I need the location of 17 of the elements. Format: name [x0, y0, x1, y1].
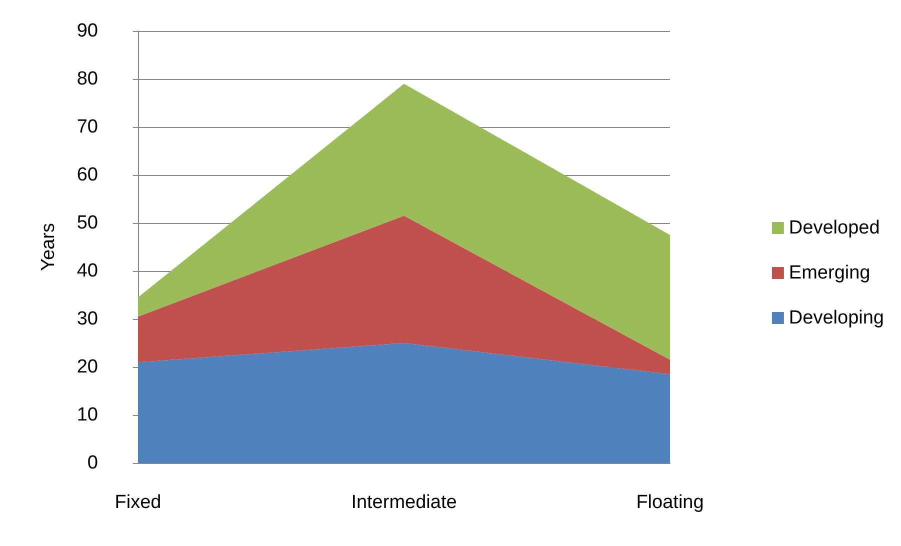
y-tick-label: 0	[87, 452, 98, 474]
y-tick-label: 90	[76, 20, 98, 42]
legend-label: Developed	[788, 218, 880, 238]
legend-label: Emerging	[788, 262, 870, 284]
y-tick-label: 60	[76, 164, 98, 186]
y-tick-label: 50	[76, 212, 98, 234]
x-tick-label: Intermediate	[351, 492, 457, 513]
y-tick-label: 30	[76, 308, 98, 330]
y-tick-label: 40	[76, 260, 98, 282]
y-tick-label: 10	[76, 404, 98, 426]
y-tick-label: 20	[76, 356, 98, 378]
legend-label: Developing	[788, 308, 884, 328]
y-tick-label: 70	[76, 116, 98, 138]
x-tick-label: Floating	[636, 492, 704, 513]
x-tick-label: Fixed	[114, 492, 162, 513]
y-axis-title: Years	[38, 223, 59, 271]
y-tick-label: 80	[76, 68, 98, 90]
